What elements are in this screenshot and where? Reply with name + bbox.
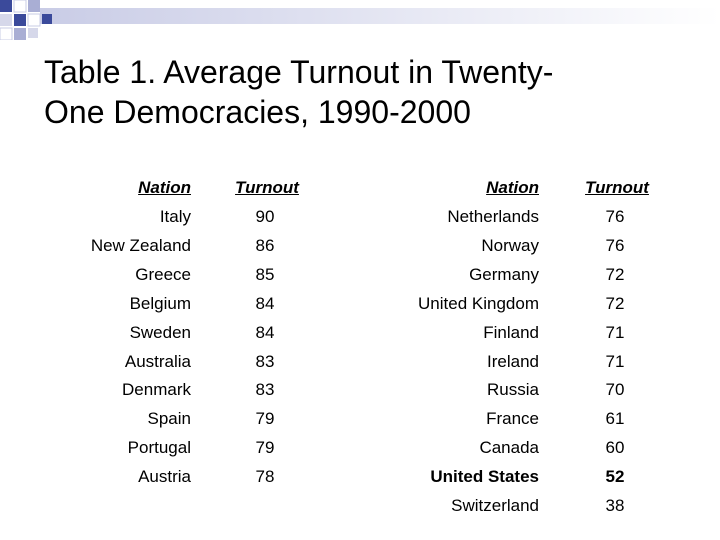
turnout-cell: 90 bbox=[255, 207, 275, 226]
nation-cell: Australia bbox=[124, 351, 191, 371]
nation-cell: Italy bbox=[159, 207, 191, 226]
nation-cell: Russia bbox=[487, 380, 539, 400]
nation-cell: Switzerland bbox=[451, 496, 539, 515]
turnout-cell: 38 bbox=[605, 496, 625, 515]
turnout-cell: 72 bbox=[605, 264, 625, 284]
turnout-cell: 60 bbox=[605, 438, 625, 458]
nation-cell: Spain bbox=[147, 409, 191, 429]
title-line-1: Table 1. Average Turnout in Twenty- bbox=[44, 54, 554, 90]
turnout-cell: 61 bbox=[605, 409, 625, 429]
nation-cell: New Zealand bbox=[90, 235, 191, 255]
turnout-header-right: Turnout bbox=[585, 178, 649, 197]
page-title: Table 1. Average Turnout in Twenty- One … bbox=[44, 52, 704, 132]
turnout-cell: 76 bbox=[605, 235, 625, 255]
nation-cell: Norway bbox=[481, 235, 539, 255]
nation-header-right: Nation bbox=[486, 178, 539, 197]
nation-header-left: Nation bbox=[138, 178, 191, 197]
nation-cell: Greece bbox=[135, 264, 191, 284]
turnout-cell: 83 bbox=[255, 380, 275, 400]
turnout-cell: 76 bbox=[605, 207, 625, 226]
turnout-cell: 71 bbox=[605, 351, 625, 371]
nation-cell: Austria bbox=[138, 467, 191, 487]
nation-cell: Canada bbox=[479, 438, 539, 458]
turnout-cell: 52 bbox=[605, 467, 625, 487]
turnout-cell: 83 bbox=[255, 351, 275, 371]
turnout-cell: 85 bbox=[255, 264, 275, 284]
turnout-cell: 70 bbox=[605, 380, 625, 400]
turnout-cell: 84 bbox=[255, 322, 275, 342]
turnout-cell: 71 bbox=[605, 322, 625, 342]
nation-cell: Finland bbox=[483, 322, 539, 342]
nation-cell: France bbox=[486, 409, 539, 429]
nation-cell: United States bbox=[430, 467, 539, 487]
turnout-cell: 86 bbox=[255, 235, 275, 255]
turnout-cell: 84 bbox=[255, 293, 275, 313]
turnout-header-left: Turnout bbox=[235, 178, 299, 197]
header-decoration bbox=[0, 0, 720, 40]
nation-cell: Portugal bbox=[127, 438, 191, 458]
turnout-cell: 79 bbox=[255, 438, 275, 458]
title-line-2: One Democracies, 1990-2000 bbox=[44, 94, 471, 130]
nation-cell: Ireland bbox=[487, 351, 539, 371]
turnout-cell: 78 bbox=[255, 467, 275, 487]
nation-cell: Germany bbox=[469, 264, 539, 284]
turnout-cell: 72 bbox=[605, 293, 625, 313]
nation-cell: Denmark bbox=[122, 380, 191, 400]
nation-cell: United Kingdom bbox=[418, 293, 539, 313]
nation-cell: Sweden bbox=[129, 322, 191, 342]
nation-cell: Netherlands bbox=[447, 207, 539, 226]
nation-cell: Belgium bbox=[129, 293, 191, 313]
turnout-cell: 79 bbox=[255, 409, 275, 429]
